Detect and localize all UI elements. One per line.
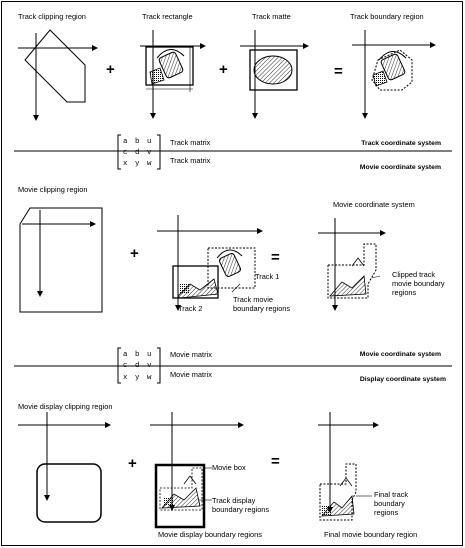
final-texture [322,506,332,515]
matrix-bracket-right [157,347,161,384]
movie-display-clipping-label: Movie display clipping region [18,402,113,411]
boundary-outline [371,49,413,91]
matrix-cell: v [147,362,152,370]
matrix-cell: w [147,160,152,168]
movie-clipping-polygon [19,207,103,313]
track-2-label: Track 2 [178,304,202,313]
coordinate-system-label: Track coordinate system [361,140,441,147]
track-2-boundary [172,265,219,299]
track-display-label: Track display [212,496,256,505]
display-clipping-panel [18,412,111,523]
track-display-label: boundary regions [212,505,269,514]
display-bucket-fragment [183,475,197,485]
matrix-cell: b [135,351,139,359]
matrix-cell: y [135,160,140,168]
matrix-cell: d [135,362,139,370]
track-clipping-region-label: Track clipping region [18,12,86,21]
matrix-label: Movie matrix [170,350,212,359]
final-result-panel [318,412,379,521]
track-1-boundary [207,247,256,289]
track-matte-panel [240,30,309,119]
final-movie-boundary-label: Final movie boundary region [324,530,417,539]
plus-operator: + [130,245,139,262]
matrix-cell: x [123,160,128,168]
bucket-icon [149,49,185,85]
callout-line [371,275,381,279]
movie-coordinate-system-label: Movie coordinate system [333,200,415,209]
track-1-label: Track 1 [255,272,279,281]
matrix-label: Track matrix [170,156,211,165]
track-rectangle-label: Track rectangle [142,12,193,21]
track-clipping-panel [18,29,98,121]
matrix-label: Movie matrix [170,370,212,379]
display-texture [164,498,174,506]
equals-operator: = [271,249,280,266]
matrix-label: Track matrix [170,138,211,147]
clipped-track-label: movie boundary [392,279,445,288]
coordinate-system-label: Display coordinate system [360,376,446,383]
matrix-bracket-left [117,347,121,384]
plus-operator: + [128,455,137,472]
track-display-boundary [159,467,203,511]
movie-box [154,463,206,529]
matrix-bracket-right [157,134,161,170]
matrix-cell: b [135,138,139,146]
track-movie-label: Track movie [233,295,273,304]
clipped-result-panel [318,218,386,311]
callout-line [231,283,241,293]
coordinate-system-label: Movie coordinate system [360,164,441,171]
movie-clipping-panel [19,207,103,313]
matrix-cell: x [123,374,128,382]
clipped-track-label: regions [392,288,417,297]
track-rectangle [145,46,194,86]
bucket-icon [216,249,243,277]
track-matte-label: Track matte [252,12,291,21]
clipped-bucket-fragment [351,257,365,267]
matrix-cell: c [123,362,127,370]
final-track-label: regions [374,508,399,517]
movie-display-boundary-label: Movie display boundary regions [158,530,262,539]
track-boundary-panel [352,30,436,119]
matrix-bracket-left [117,134,121,170]
track-matrix-block: a b u c d v x y w Track matrix Track mat… [14,134,452,171]
movie-box-label: Movie box [212,463,246,472]
track-rectangle-panel [140,30,206,119]
coordinate-system-label: Movie coordinate system [360,351,441,358]
track-movie-label: boundary regions [233,304,290,313]
matrix-cell: y [135,374,140,382]
clipped-mountains [329,275,367,297]
plus-operator: + [219,61,228,78]
matte-frame [249,49,298,91]
movie-clipping-region-label: Movie clipping region [18,185,87,194]
equals-operator: = [334,63,343,80]
final-bucket-fragment [339,477,353,487]
matrix-cell: w [147,374,152,382]
matrix-cell: v [147,149,152,157]
movie-matrix-block: a b u c d v x y w Movie matrix Movie mat… [14,347,452,384]
track-2-texture [180,284,190,294]
matrix-cell: a [123,351,128,359]
matte-ellipse [253,55,293,85]
clipped-boundary-outline [327,243,377,299]
clipped-track-label: Clipped track [392,270,435,279]
display-tracks-panel [150,412,244,529]
track-boundary-region-label: Track boundary region [350,12,424,21]
plus-operator: + [106,61,115,78]
movie-tracks-panel [157,215,263,311]
equals-operator: = [271,453,280,470]
matrix-cell: a [123,138,128,146]
bucket-icon [372,51,407,87]
matrix-cell: u [147,351,151,359]
display-clipping-rounded-rect [36,463,102,523]
track-clipping-polygon [24,29,86,103]
matrix-cell: u [147,138,151,146]
matrix-cell: c [123,149,127,157]
final-track-label: Final track [374,490,408,499]
matrix-cell: d [135,149,139,157]
final-track-label: boundary [374,499,405,508]
